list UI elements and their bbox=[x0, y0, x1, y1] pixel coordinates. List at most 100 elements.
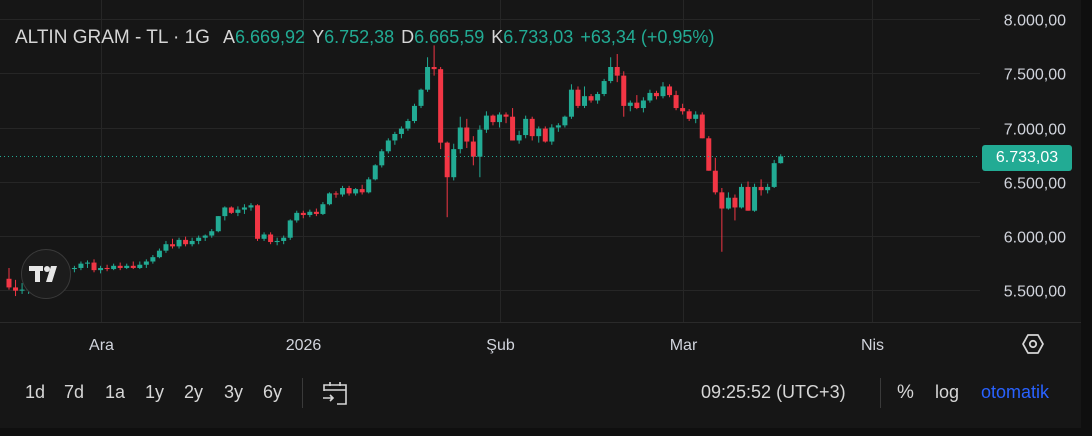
candle-body bbox=[601, 81, 607, 95]
grid-lines bbox=[0, 0, 980, 322]
candle-up bbox=[738, 183, 744, 209]
candle-down bbox=[130, 261, 136, 270]
timeframe-7d-button[interactable]: 7d bbox=[64, 382, 85, 402]
candle-body bbox=[732, 197, 738, 208]
candle-down bbox=[431, 45, 437, 76]
percent-scale-button[interactable]: % bbox=[897, 382, 914, 403]
candle-up bbox=[19, 283, 25, 294]
candle-down bbox=[464, 118, 470, 149]
candle-body bbox=[372, 165, 378, 180]
price-chart[interactable]: 5.500,00 6.000,00 6.500,00 7.000,00 7.500,00… bbox=[0, 0, 1081, 370]
candle-up bbox=[366, 177, 372, 194]
clock-timezone[interactable]: 09:25:52 (UTC+3) bbox=[701, 382, 846, 402]
timeframe-1d-button[interactable]: 1d bbox=[25, 382, 46, 402]
candle-up bbox=[536, 126, 542, 143]
candle-body bbox=[686, 111, 692, 119]
candle-up bbox=[78, 261, 84, 271]
candle-up bbox=[215, 216, 221, 233]
timeframe-2y-button[interactable]: 2y bbox=[184, 382, 204, 402]
candle-up bbox=[241, 204, 247, 214]
candle-body bbox=[758, 186, 764, 191]
candle-body bbox=[575, 89, 581, 106]
candle-down bbox=[614, 54, 620, 83]
log-scale-button[interactable]: log bbox=[935, 382, 960, 402]
candle-body bbox=[438, 69, 444, 143]
candle-up bbox=[71, 265, 77, 273]
timeframe-6y-button[interactable]: 6y bbox=[263, 382, 283, 402]
candle-up bbox=[372, 164, 378, 181]
candle-body bbox=[529, 118, 535, 137]
candle-body bbox=[156, 250, 162, 258]
tradingview-logo-icon[interactable] bbox=[21, 249, 71, 299]
candle-body bbox=[228, 207, 234, 213]
timeframe-3y-button[interactable]: 3y bbox=[224, 382, 244, 402]
time-tick-label: Ara bbox=[89, 337, 114, 354]
candle-body bbox=[725, 197, 731, 209]
price-axis[interactable]: 5.500,00 6.000,00 6.500,00 7.000,00 7.500,00… bbox=[1004, 13, 1066, 301]
candle-body bbox=[320, 204, 326, 214]
candle-up bbox=[340, 185, 346, 197]
candle-body bbox=[313, 211, 319, 214]
candle-down bbox=[333, 191, 339, 198]
candle-up bbox=[457, 116, 463, 154]
candle-body bbox=[451, 149, 457, 178]
auto-scale-button[interactable]: otomatik bbox=[981, 382, 1050, 402]
candle-down bbox=[712, 157, 718, 195]
candle-up bbox=[189, 237, 195, 247]
candle-body bbox=[765, 186, 771, 191]
calendar-range-icon[interactable] bbox=[318, 376, 352, 410]
candle-up bbox=[555, 123, 561, 132]
candle-body bbox=[176, 239, 182, 247]
candle-up bbox=[549, 124, 555, 145]
candle-up bbox=[176, 237, 182, 249]
candle-body bbox=[307, 211, 313, 216]
symbol-title[interactable]: ALTIN GRAM - TL · 1G bbox=[15, 27, 210, 48]
timeframe-1y-button[interactable]: 1y bbox=[145, 382, 165, 402]
candle-body bbox=[490, 115, 496, 123]
candle-body bbox=[457, 127, 463, 150]
price-tick-label: 7.500,00 bbox=[1004, 67, 1066, 84]
candle-body bbox=[268, 234, 274, 243]
candle-body bbox=[71, 267, 77, 270]
candle-body bbox=[202, 235, 208, 238]
candle-up bbox=[640, 97, 646, 113]
candle-body bbox=[398, 128, 404, 134]
candle-body bbox=[542, 128, 548, 142]
candle-body bbox=[19, 289, 25, 291]
candle-body bbox=[235, 209, 241, 213]
candle-body bbox=[418, 89, 424, 106]
settings-icon[interactable] bbox=[1020, 331, 1046, 357]
candle-down bbox=[588, 94, 594, 103]
candle-up bbox=[398, 126, 404, 139]
bottom-toolbar: 1d 7d 1a 1y 2y 3y 6y 09:25:52 (UTC+3) % … bbox=[0, 370, 1081, 416]
timeframe-1a-button[interactable]: 1a bbox=[105, 382, 126, 402]
candle-up bbox=[523, 115, 529, 139]
candle-body bbox=[627, 102, 633, 106]
candle-down bbox=[758, 179, 764, 196]
candle-down bbox=[699, 112, 705, 139]
candle-body bbox=[706, 138, 712, 171]
candle-up bbox=[425, 57, 431, 92]
candle-body bbox=[752, 186, 758, 211]
time-axis[interactable]: Ara 2026 Şub Mar Nis bbox=[89, 337, 884, 354]
toolbar-separator bbox=[302, 378, 303, 408]
candle-up bbox=[392, 131, 398, 145]
candle-body bbox=[366, 179, 372, 193]
candle-body bbox=[379, 151, 385, 166]
candle-up bbox=[248, 203, 254, 211]
candle-up bbox=[150, 255, 156, 264]
candle-up bbox=[601, 78, 607, 97]
candle-up bbox=[137, 261, 143, 270]
candle-up bbox=[84, 260, 90, 268]
candle-up bbox=[353, 188, 359, 196]
candle-down bbox=[444, 141, 450, 218]
candle-down bbox=[300, 210, 306, 219]
symbol-legend: ALTIN GRAM - TL · 1G A 6.669,92 Y 6.752,38… bbox=[15, 27, 714, 49]
candle-body bbox=[483, 115, 489, 130]
candle-body bbox=[562, 116, 568, 126]
candle-body bbox=[163, 244, 169, 251]
candle-up bbox=[156, 248, 162, 259]
candle-down bbox=[680, 103, 686, 115]
candle-up bbox=[294, 210, 300, 223]
